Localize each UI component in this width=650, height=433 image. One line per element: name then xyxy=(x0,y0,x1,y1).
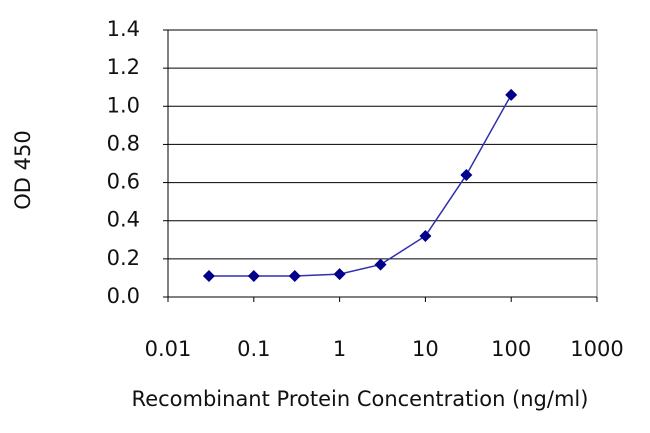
data-point xyxy=(288,270,301,283)
x-tick-label: 0.1 xyxy=(237,337,270,361)
x-tick-label: 100 xyxy=(491,337,531,361)
data-point xyxy=(374,258,387,271)
plot-frame xyxy=(167,29,598,298)
y-tick-label: 1.0 xyxy=(107,93,140,117)
y-tick-label: 1.4 xyxy=(107,17,140,41)
x-tick-label: 1000 xyxy=(570,337,623,361)
data-point xyxy=(247,270,260,283)
y-tick-label: 0.6 xyxy=(107,170,140,194)
x-tick-label: 10 xyxy=(412,337,439,361)
y-tick-label: 1.2 xyxy=(107,55,140,79)
data-point xyxy=(202,270,215,283)
y-tick-label: 0.0 xyxy=(107,284,140,308)
x-tick-label: 1 xyxy=(333,337,346,361)
y-axis-label: OD 450 xyxy=(11,130,35,209)
data-point xyxy=(419,229,432,242)
x-axis-label: Recombinant Protein Concentration (ng/ml… xyxy=(132,387,589,411)
data-point xyxy=(460,168,473,181)
y-tick-label: 0.8 xyxy=(107,131,140,155)
data-line xyxy=(208,94,512,277)
y-tick-label: 0.4 xyxy=(107,208,140,232)
x-tick-label: 0.01 xyxy=(145,337,192,361)
data-point xyxy=(505,88,518,101)
y-tick-label: 0.2 xyxy=(107,246,140,270)
data-point xyxy=(333,268,346,281)
